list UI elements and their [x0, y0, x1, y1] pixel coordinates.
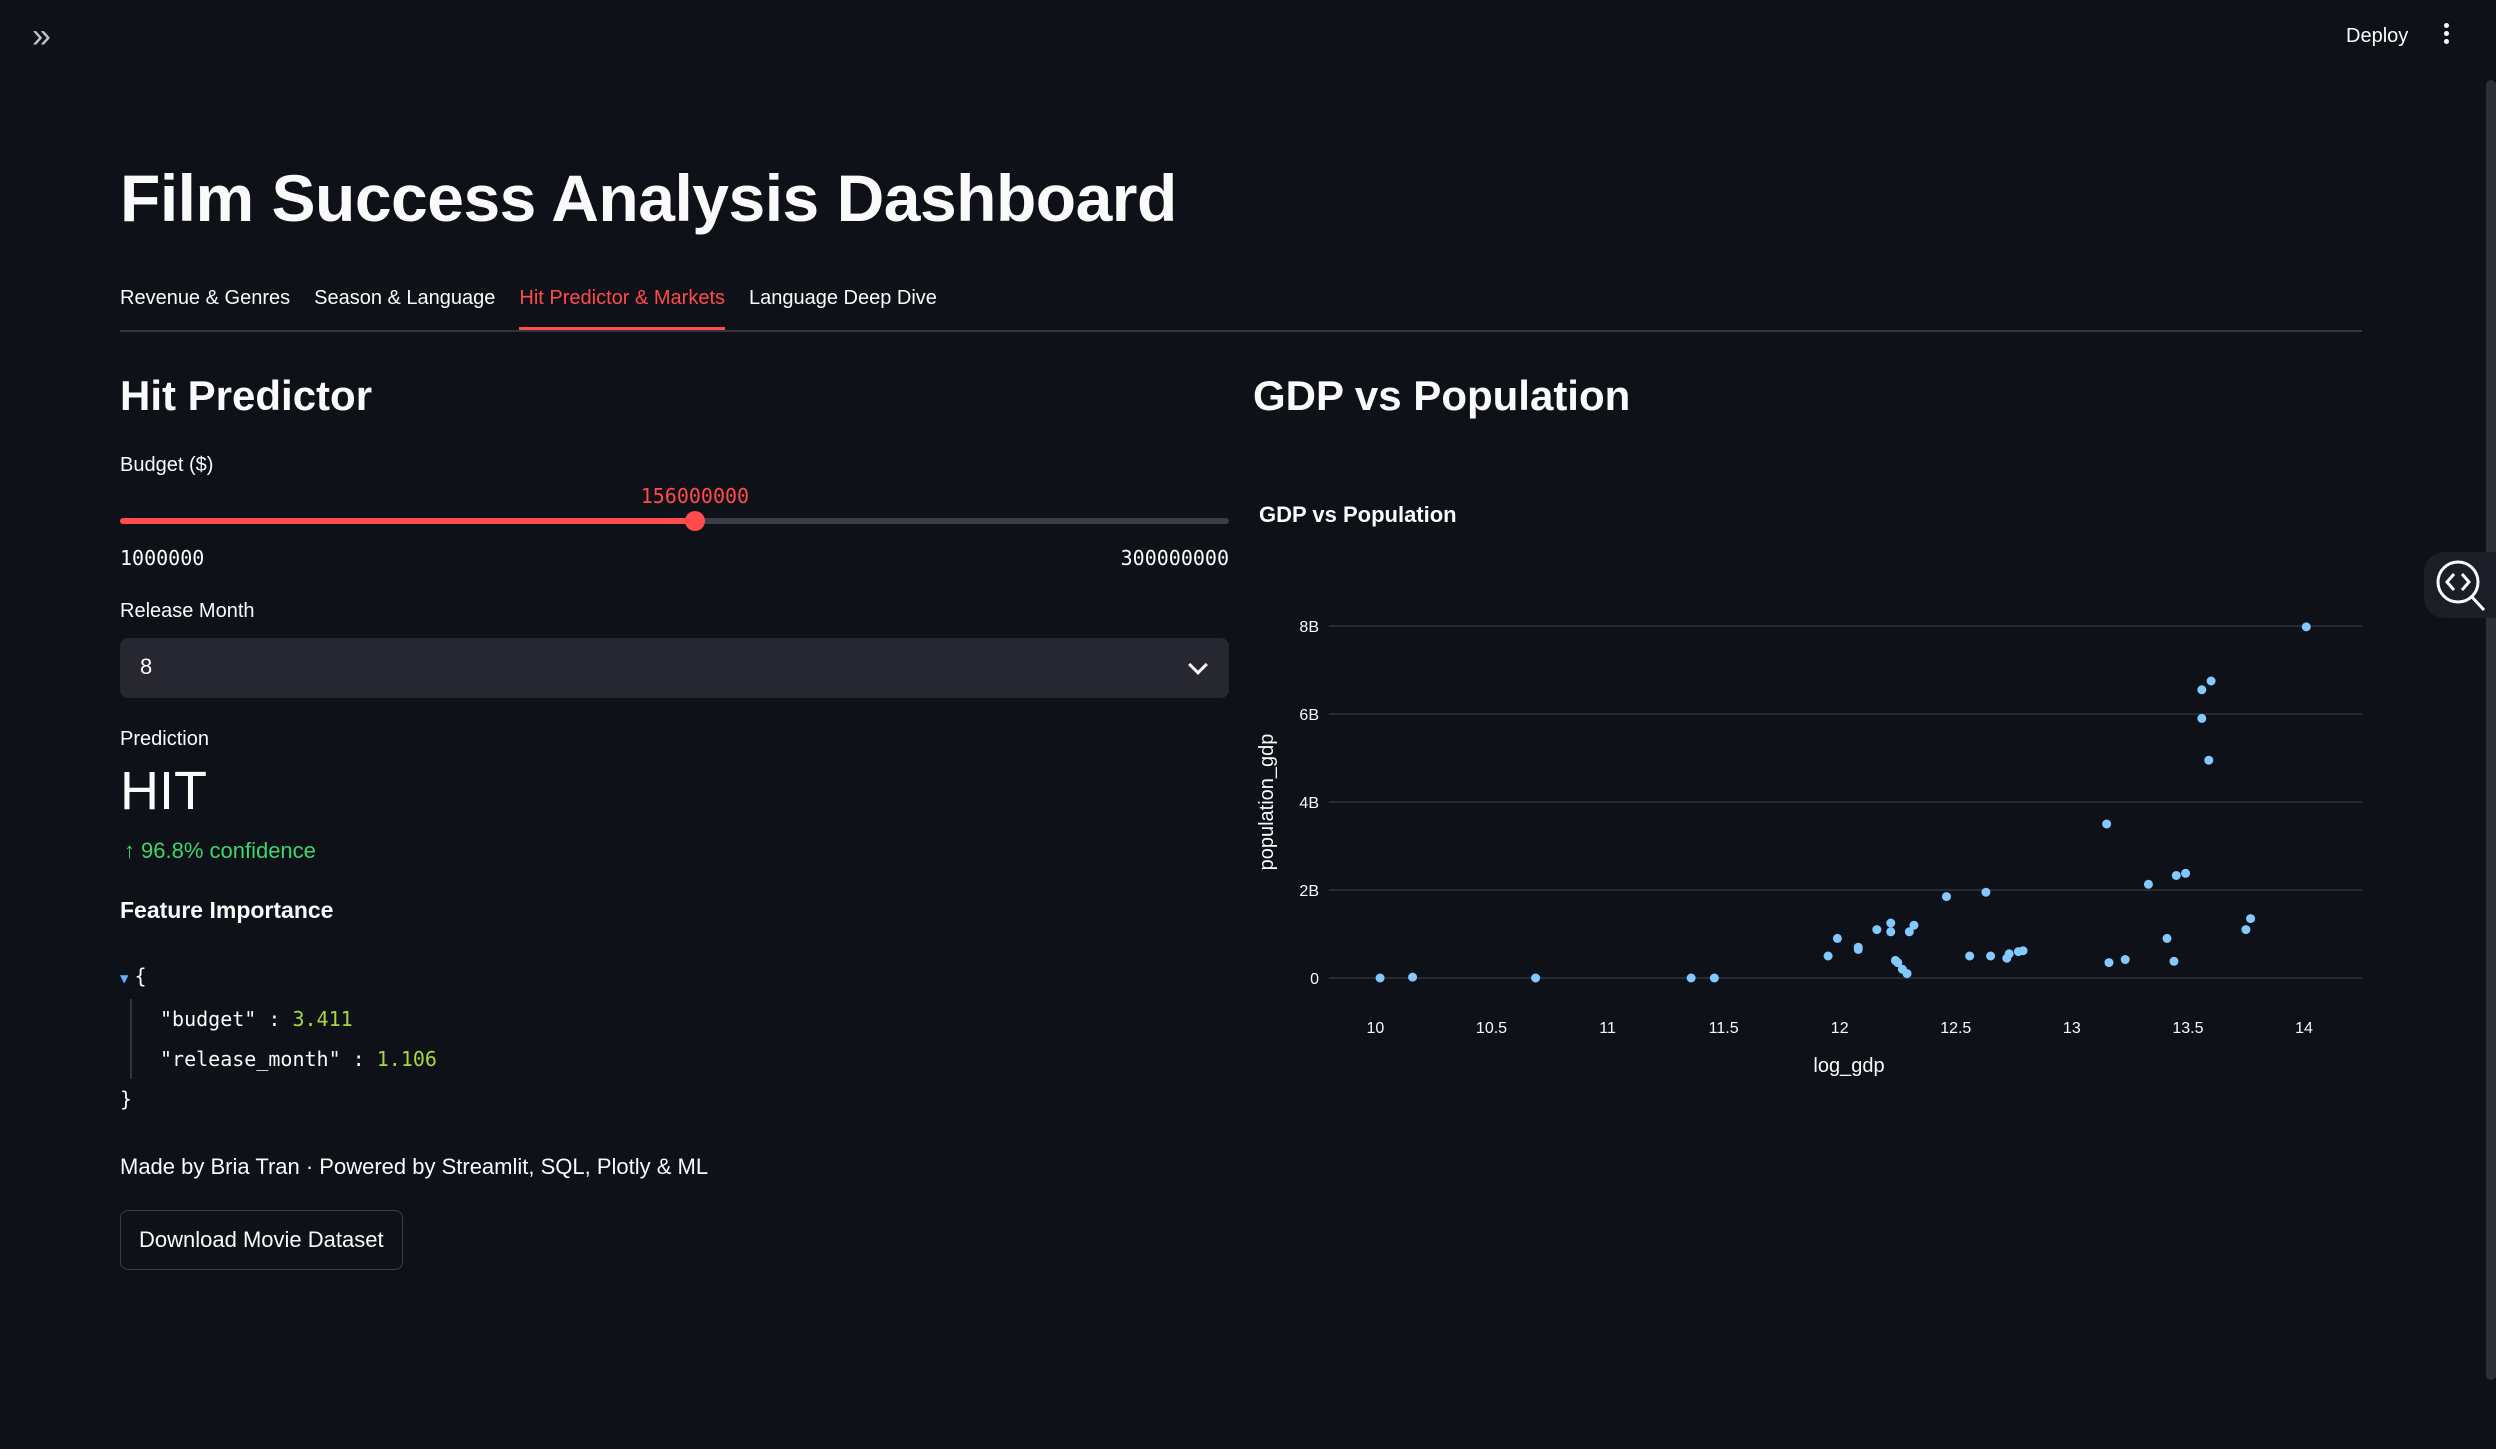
scatter-point[interactable]: [2204, 755, 2214, 765]
scatter-point[interactable]: [2143, 879, 2153, 889]
scatter-point[interactable]: [2169, 956, 2179, 966]
chevron-down-icon: [1188, 655, 1208, 675]
gdp-population-chart[interactable]: 0 2B 4B 6B 8B 10 10.5 11 11.5 12 12.5 13 13.5 14 log…: [1253, 580, 2362, 1100]
prediction-label: Prediction: [120, 728, 209, 750]
budget-slider-max: 300000000: [1120, 546, 1229, 570]
chart-title: GDP vs Population: [1259, 502, 1457, 527]
tab-language-deep-dive[interactable]: Language Deep Dive: [749, 287, 937, 309]
json-value: 1.106: [376, 1047, 437, 1071]
markets-heading: GDP vs Population: [1253, 372, 1631, 419]
json-separator: :: [352, 1047, 365, 1071]
scatter-point[interactable]: [1902, 969, 1912, 979]
main-menu-icon[interactable]: [2436, 20, 2456, 52]
json-open-brace: {: [134, 964, 147, 988]
hit-predictor-heading: Hit Predictor: [120, 372, 373, 419]
scatter-point[interactable]: [1909, 920, 1919, 930]
scatter-point[interactable]: [2120, 955, 2130, 965]
collapse-caret-icon[interactable]: ▼: [120, 971, 129, 987]
json-separator: :: [268, 1007, 281, 1031]
x-tick-label: 11.5: [1709, 1020, 1739, 1037]
x-tick-label: 12.5: [1940, 1020, 1971, 1037]
scatter-point[interactable]: [1823, 951, 1833, 961]
scatter-point[interactable]: [1872, 925, 1882, 935]
json-body: "budget" : 3.411 "release_month" : 1.106: [130, 999, 437, 1079]
expand-sidebar-icon[interactable]: »: [32, 17, 51, 55]
scatter-point[interactable]: [2104, 958, 2114, 968]
x-tick-label: 12: [1831, 1020, 1849, 1037]
json-value: 3.411: [292, 1007, 353, 1031]
x-tick-label: 10: [1367, 1020, 1385, 1037]
scatter-point[interactable]: [1886, 927, 1896, 937]
arrow-up-icon: ↑: [124, 838, 135, 863]
scatter-point[interactable]: [1893, 958, 1903, 968]
scatter-point[interactable]: [2181, 868, 2191, 878]
footer-credit: Made by Bria Tran · Powered by Streamlit…: [120, 1154, 709, 1179]
scatter-point[interactable]: [2241, 925, 2251, 935]
prediction-confidence: 96.8% confidence: [141, 838, 316, 863]
budget-slider-value: 156000000: [640, 484, 750, 508]
scrollbar[interactable]: [2486, 80, 2496, 1380]
x-tick-label: 13.5: [2172, 1020, 2203, 1037]
y-axis-label: population_gdp: [1256, 734, 1278, 871]
scatter-point[interactable]: [1853, 942, 1863, 952]
x-tick-label: 14: [2295, 1020, 2313, 1037]
json-row: "budget" : 3.411: [160, 999, 437, 1039]
json-row: "release_month" : 1.106: [160, 1039, 437, 1079]
x-tick-label: 11: [1599, 1020, 1616, 1037]
y-tick-label: 2B: [1299, 883, 1319, 900]
tab-season-language[interactable]: Season & Language: [314, 287, 496, 309]
scatter-point[interactable]: [2004, 949, 2014, 959]
x-tick-label: 10.5: [1476, 1020, 1507, 1037]
scatter-point[interactable]: [1904, 927, 1914, 937]
prediction-value: HIT: [120, 761, 207, 821]
scatter-point[interactable]: [1709, 973, 1719, 983]
scatter-point[interactable]: [1981, 887, 1991, 897]
scatter-point[interactable]: [2162, 933, 2172, 943]
scatter-point[interactable]: [2018, 946, 2028, 956]
release-month-label: Release Month: [120, 600, 255, 622]
scatter-point[interactable]: [1686, 973, 1696, 983]
scatter-point[interactable]: [1886, 918, 1896, 928]
json-close-brace: }: [120, 1087, 133, 1111]
scatter-point[interactable]: [1986, 951, 1996, 961]
json-key: "release_month": [160, 1047, 341, 1071]
deploy-button[interactable]: Deploy: [2346, 25, 2409, 47]
json-key: "budget": [160, 1007, 257, 1031]
scatter-point[interactable]: [2171, 870, 2181, 880]
y-tick-label: 6B: [1299, 707, 1319, 724]
y-tick-label: 8B: [1299, 619, 1319, 636]
page-title: Film Success Analysis Dashboard: [120, 161, 1177, 235]
release-month-value: 8: [140, 654, 153, 679]
scatter-point[interactable]: [2197, 685, 2207, 695]
x-tick-label: 13: [2063, 1020, 2081, 1037]
tab-bar: Revenue & Genres Season & Language Hit P…: [120, 280, 2362, 332]
prediction-delta: ↑ 96.8% confidence: [124, 838, 316, 864]
tab-hit-predictor-markets[interactable]: Hit Predictor & Markets: [519, 280, 725, 330]
download-dataset-button[interactable]: Download Movie Dataset: [120, 1210, 403, 1270]
scatter-point[interactable]: [2206, 676, 2216, 686]
scatter-point[interactable]: [1375, 973, 1385, 983]
release-month-select[interactable]: 8: [120, 638, 1229, 698]
tab-revenue-genres[interactable]: Revenue & Genres: [120, 287, 291, 309]
feature-importance-heading: Feature Importance: [120, 897, 334, 923]
budget-slider-thumb[interactable]: [684, 511, 705, 531]
feature-importance-json: ▼ { "budget" : 3.411 "release_month" : 1.…: [120, 956, 437, 1119]
y-tick-label: 4B: [1299, 795, 1319, 812]
inspect-code-icon[interactable]: [2424, 552, 2496, 618]
budget-slider-min: 1000000: [120, 546, 205, 570]
scatter-point[interactable]: [2301, 622, 2311, 632]
scatter-point[interactable]: [2102, 819, 2112, 829]
scatter-point[interactable]: [2197, 713, 2207, 723]
scatter-point[interactable]: [1408, 972, 1418, 982]
scatter-point[interactable]: [1965, 951, 1975, 961]
budget-label: Budget ($): [120, 454, 214, 476]
scatter-point[interactable]: [1832, 933, 1842, 943]
budget-slider[interactable]: [120, 511, 1229, 531]
scatter-point[interactable]: [2246, 914, 2256, 924]
x-axis-label: log_gdp: [1813, 1055, 1884, 1077]
scatter-point[interactable]: [1941, 892, 1951, 902]
budget-slider-fill: [120, 518, 695, 524]
scatter-point[interactable]: [1531, 973, 1541, 983]
y-tick-label: 0: [1310, 971, 1319, 988]
